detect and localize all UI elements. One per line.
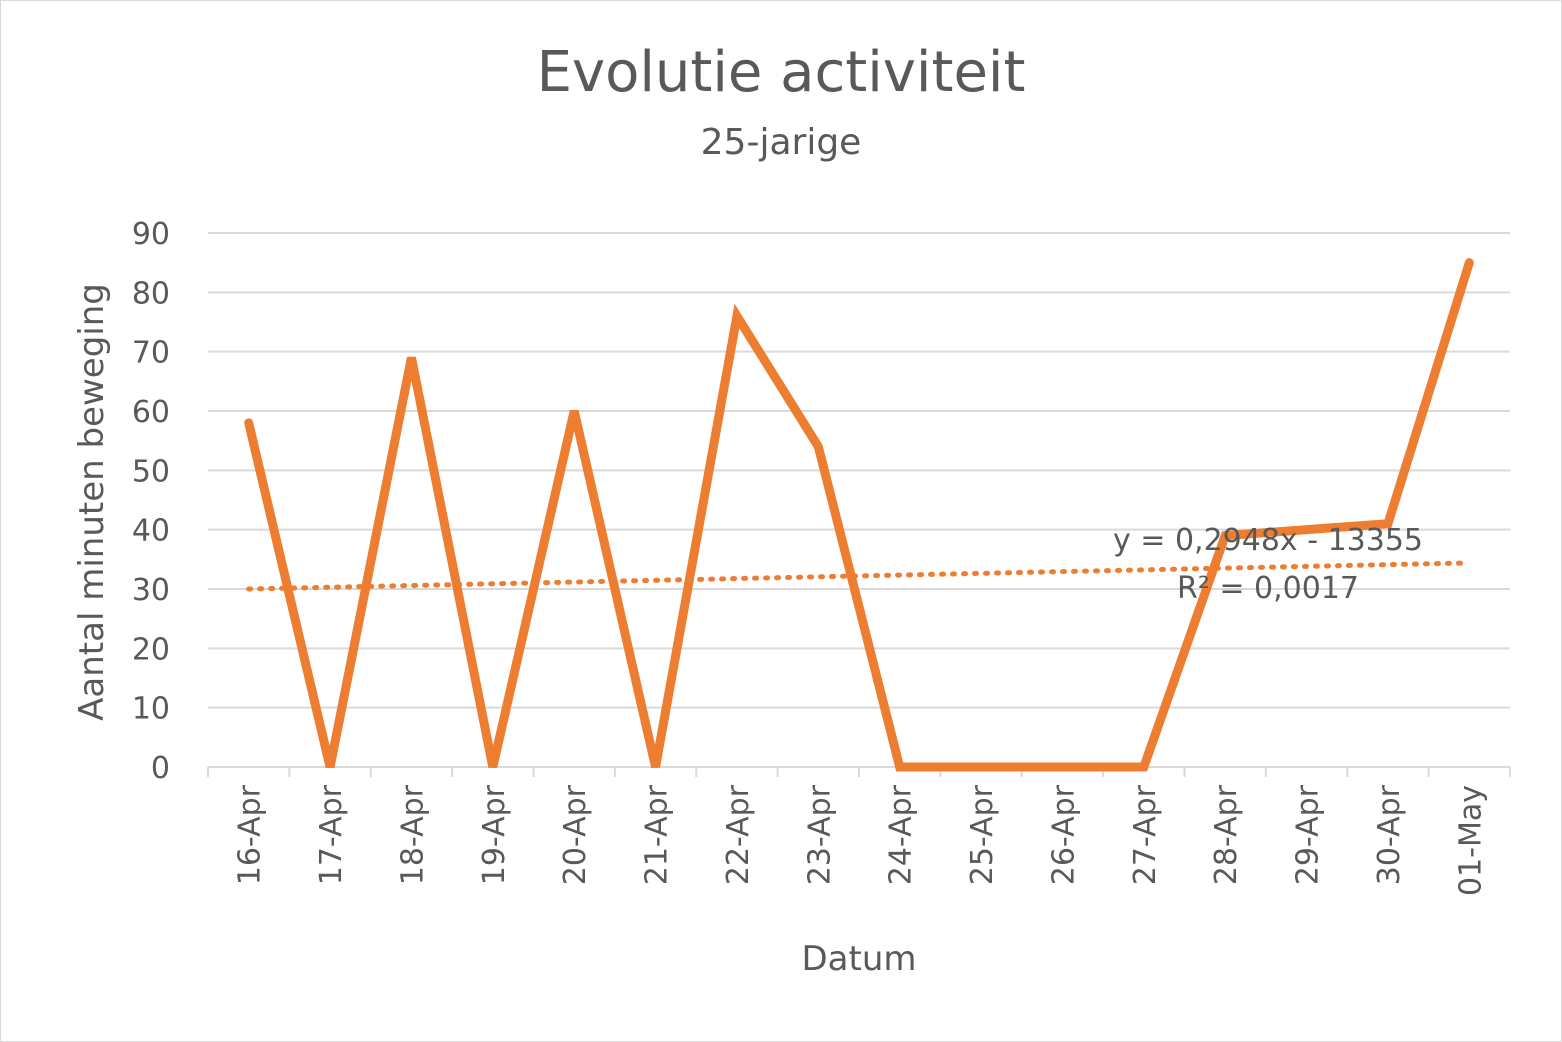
x-tick-label: 19-Apr bbox=[477, 784, 512, 885]
x-tick-label: 27-Apr bbox=[1128, 784, 1163, 885]
x-tick-label: 17-Apr bbox=[314, 784, 349, 885]
x-tick-label: 24-Apr bbox=[884, 784, 919, 885]
chart-title: Evolutie activiteit bbox=[536, 40, 1026, 105]
y-tick-labels: 0 10 20 30 40 50 60 70 80 90 bbox=[132, 217, 170, 786]
x-tick-labels: 16-Apr 17-Apr 18-Apr 19-Apr 20-Apr 21-Apr 22-A… bbox=[233, 784, 1489, 896]
y-tick-label: 80 bbox=[132, 276, 170, 311]
x-tick-label: 01-May bbox=[1453, 785, 1488, 896]
x-tick-label: 29-Apr bbox=[1291, 784, 1326, 885]
y-tick-label: 70 bbox=[132, 336, 170, 371]
x-tick-label: 23-Apr bbox=[802, 784, 837, 885]
x-tick-label: 16-Apr bbox=[233, 784, 268, 885]
y-tick-label: 90 bbox=[132, 217, 170, 252]
y-tick-label: 40 bbox=[132, 514, 170, 549]
series-line-0 bbox=[244, 258, 1474, 772]
x-tick-label: 30-Apr bbox=[1372, 784, 1407, 885]
x-tick-label: 21-Apr bbox=[640, 784, 675, 885]
x-tick-label: 18-Apr bbox=[395, 784, 430, 885]
x-axis-title: Datum bbox=[801, 939, 916, 979]
y-tick-label: 30 bbox=[132, 573, 170, 608]
y-tick-label: 20 bbox=[132, 632, 170, 667]
x-tick-label: 25-Apr bbox=[965, 784, 1000, 885]
x-tick-label: 22-Apr bbox=[721, 784, 756, 885]
x-tick-label: 20-Apr bbox=[558, 784, 593, 885]
y-axis-title: Aantal minuten beweging bbox=[72, 283, 112, 721]
y-tick-label: 50 bbox=[132, 454, 170, 489]
x-tick-label: 28-Apr bbox=[1209, 784, 1244, 885]
trendline-r-squared: R² = 0,0017 bbox=[1177, 571, 1359, 606]
y-tick-label: 0 bbox=[151, 751, 170, 786]
y-tick-label: 60 bbox=[132, 395, 170, 430]
y-tick-label: 10 bbox=[132, 692, 170, 727]
trendline-equation: y = 0,2948x - 13355 bbox=[1113, 523, 1423, 558]
gridlines bbox=[208, 232, 1510, 709]
chart-subtitle: 25-jarige bbox=[700, 122, 862, 163]
x-tick-label: 26-Apr bbox=[1046, 784, 1081, 885]
series-lines bbox=[244, 258, 1474, 772]
x-axis bbox=[207, 766, 1511, 777]
